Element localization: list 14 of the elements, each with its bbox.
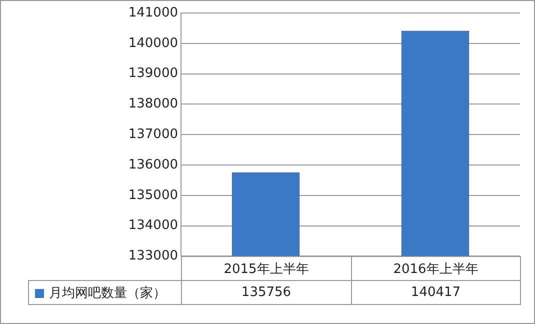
y-tick-label: 133000 bbox=[128, 248, 178, 264]
data-label: 140417 bbox=[351, 280, 520, 304]
y-tick-label: 136000 bbox=[128, 157, 178, 172]
x-tick-label: 2015年上半年 bbox=[182, 256, 351, 280]
y-tick-label: 135000 bbox=[128, 188, 178, 203]
data-label: 135756 bbox=[182, 280, 351, 304]
legend-label: 月均网吧数量（家） bbox=[28, 280, 182, 304]
y-tick-label: 141000 bbox=[128, 5, 178, 20]
y-tick-label: 140000 bbox=[128, 36, 178, 51]
x-tick-label: 2016年上半年 bbox=[351, 256, 520, 280]
y-tick-label: 137000 bbox=[128, 126, 178, 142]
y-tick-label: 139000 bbox=[128, 66, 178, 82]
y-tick-label: 134000 bbox=[128, 218, 178, 234]
y-tick-label: 138000 bbox=[128, 96, 178, 112]
